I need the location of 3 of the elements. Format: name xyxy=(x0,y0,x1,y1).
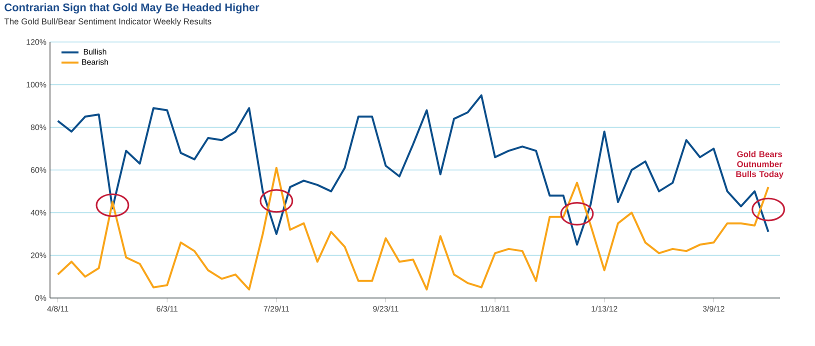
annotation: Gold Bears Outnumber Bulls Today xyxy=(736,150,784,179)
chart-title: Contrarian Sign that Gold May Be Headed Higher xyxy=(4,3,260,14)
chart-subtitle: The Gold Bull/Bear Sentiment Indicator Weekly Results xyxy=(4,18,212,26)
